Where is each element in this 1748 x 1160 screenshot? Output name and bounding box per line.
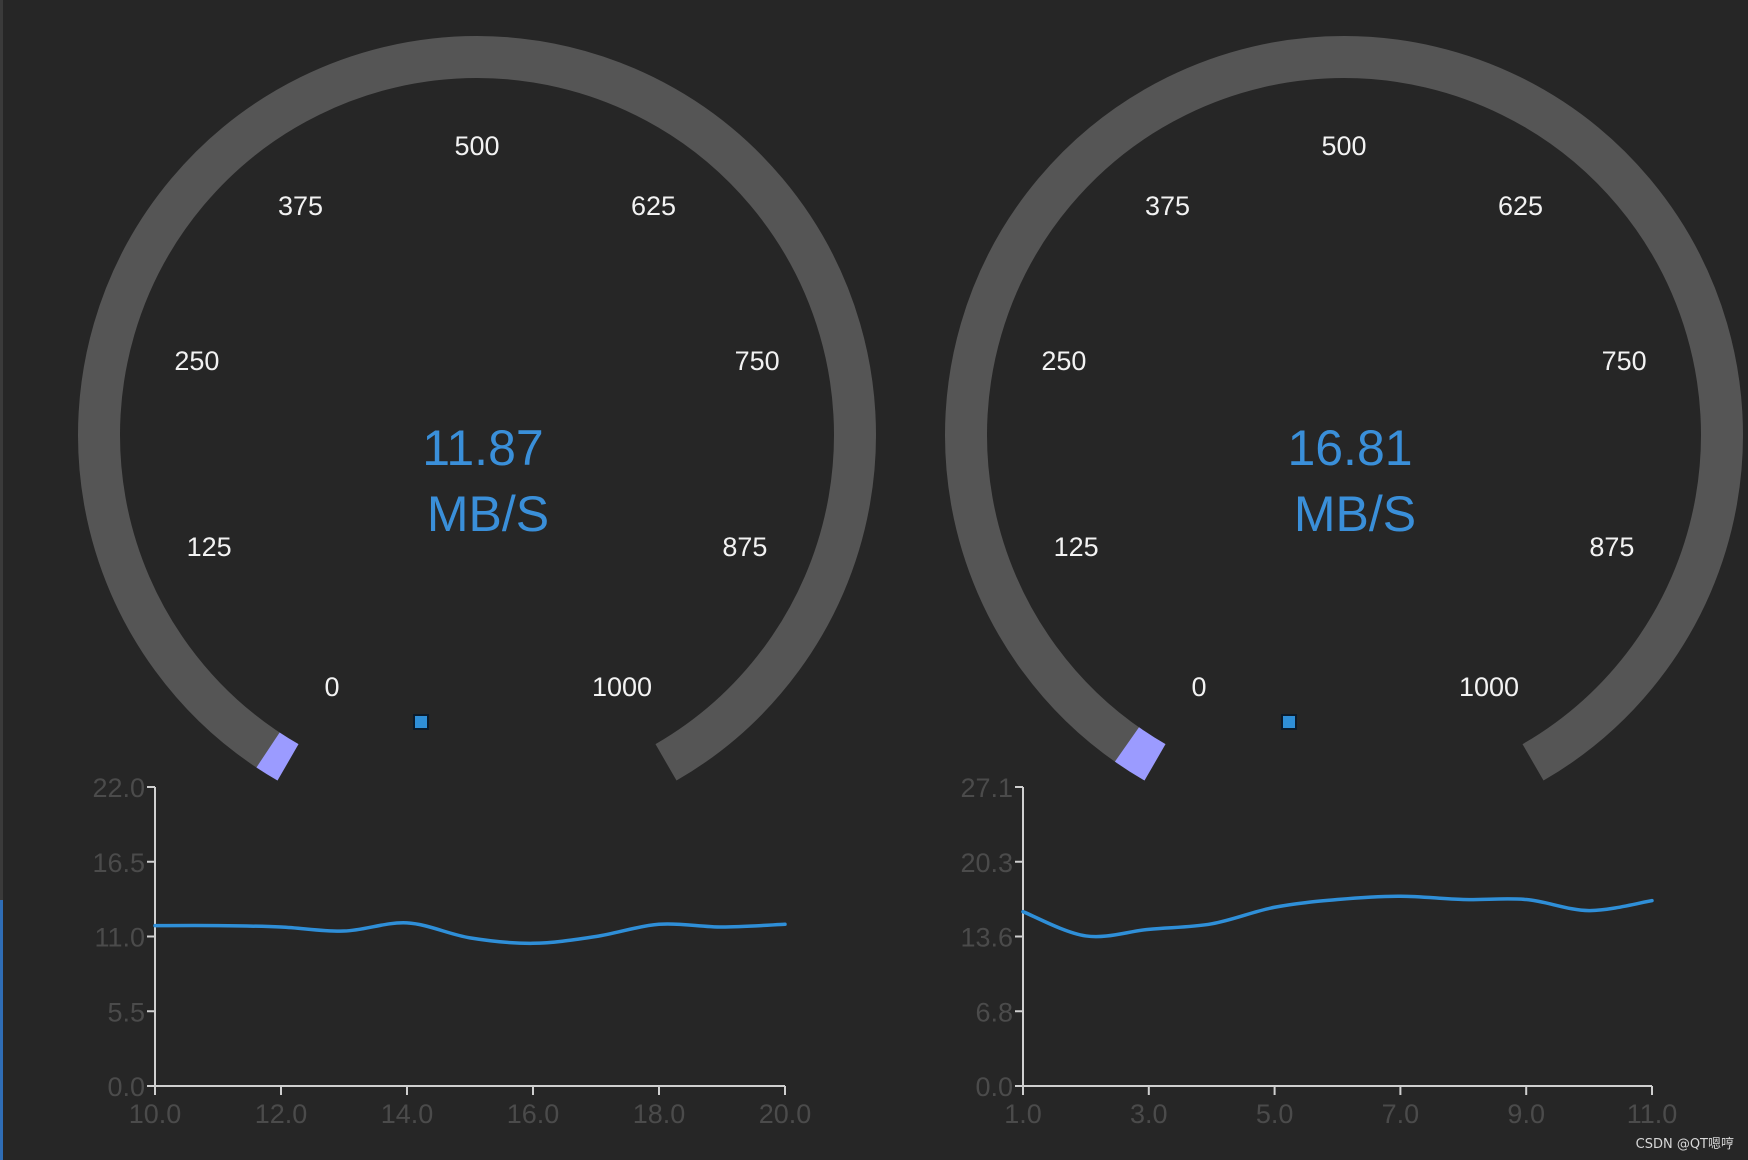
y-tick-label: 5.5 [107,997,145,1027]
gauge-tick-label: 500 [1321,131,1366,161]
gauge-tick-label: 0 [324,672,339,702]
x-tick-label: 16.0 [507,1099,560,1129]
gauge-tick-label: 250 [174,346,219,376]
gauge-unit: MB/S [427,486,549,542]
gauge-value: 11.87 [422,420,543,476]
gauge-level-fill [1114,727,1166,781]
gauge-track [78,36,876,781]
gauge-tick-label: 750 [735,346,780,376]
x-tick-label: 5.0 [1256,1099,1294,1129]
y-tick-label: 16.5 [92,848,145,878]
gauge-tick-label: 750 [1602,346,1647,376]
y-tick-label: 20.3 [960,848,1013,878]
x-tick-label: 9.0 [1507,1099,1545,1129]
y-tick-label: 13.6 [960,923,1013,953]
y-tick-label: 22.0 [92,773,145,803]
gauge-1: 0 125 250 375 500 625 750 875 1000 11.87 MB/S [78,36,876,781]
y-tick-label: 11.0 [94,923,145,953]
x-tick-label: 11.0 [1627,1099,1678,1129]
gauge-tick-label: 0 [1191,672,1206,702]
gauge-tick-label: 250 [1041,346,1086,376]
gauge-tick-label: 875 [722,532,767,562]
gauge-tick-label: 375 [278,191,323,221]
gauge-track [945,36,1743,781]
gauge-tick-label: 1000 [592,672,652,702]
gauge-tick-label: 125 [1054,532,1099,562]
gauge-level-fill [256,732,299,781]
y-tick-label: 0.0 [975,1072,1013,1102]
window-left-accent [0,900,3,1160]
gauge-tick-label: 875 [1589,532,1634,562]
y-tick-label: 6.8 [975,997,1013,1027]
line-chart-1: 0.0 5.5 11.0 16.5 22.0 10.0 12.0 14.0 16.0 18.0 20… [92,714,812,1129]
x-tick-label: 3.0 [1130,1099,1168,1129]
x-tick-label: 20.0 [759,1099,812,1129]
series-line [1021,894,1654,939]
y-tick-label: 0.0 [107,1072,145,1102]
watermark: CSDN @QT嗯哼 [1635,1137,1734,1152]
x-tick-label: 10.0 [129,1099,182,1129]
gauge-tick-label: 500 [454,131,499,161]
legend-marker [413,714,429,730]
gauge-unit: MB/S [1294,486,1416,542]
y-tick-label: 27.1 [960,773,1013,803]
gauge-value: 16.81 [1287,420,1412,476]
window-left-border [0,0,3,1160]
gauge-tick-label: 375 [1145,191,1190,221]
series-line [153,921,787,946]
x-tick-label: 1.0 [1004,1099,1042,1129]
x-tick-label: 12.0 [255,1099,308,1129]
x-tick-label: 7.0 [1382,1099,1420,1129]
x-tick-label: 18.0 [633,1099,686,1129]
x-tick-label: 14.0 [381,1099,434,1129]
gauge-tick-label: 1000 [1459,672,1519,702]
gauge-2: 0 125 250 375 500 625 750 875 1000 16.81 MB/S [945,36,1743,781]
gauge-tick-label: 625 [1498,191,1543,221]
legend-marker [1281,714,1297,730]
gauge-tick-label: 125 [187,532,232,562]
gauge-tick-label: 625 [631,191,676,221]
line-chart-2: 0.0 6.8 13.6 20.3 27.1 1.0 3.0 5.0 7.0 9.0 11.0 [960,714,1678,1129]
